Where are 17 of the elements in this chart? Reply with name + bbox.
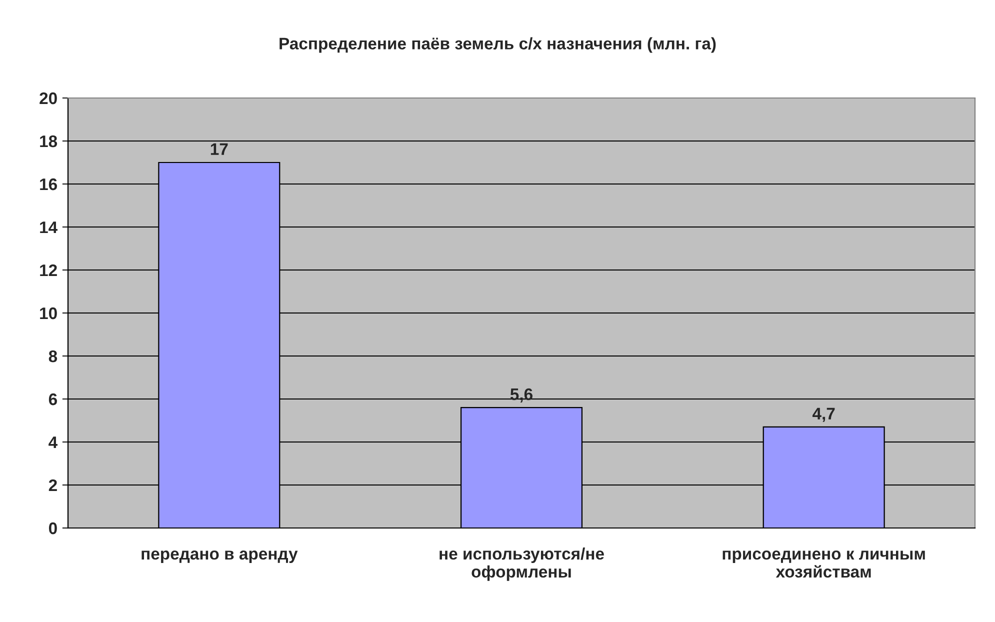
y-tick-label: 10 [40,307,57,320]
y-tick-label: 6 [48,393,57,406]
data-label: 4,7 [812,408,835,422]
y-tick-label: 0 [48,522,57,534]
x-tick-label: присоединено к личным хозяйствам [722,550,925,578]
x-tick-label: передано в аренду [142,550,298,563]
y-tick-label: 18 [40,135,58,148]
y-tick-label: 12 [40,264,57,276]
y-tick-label: 4 [48,436,58,448]
chart-title: Распределение паёв земель с/х назначения (млн. га) [280,37,716,53]
y-tick-label: 8 [48,350,58,362]
y-tick-label: 2 [48,479,57,492]
y-tick-label: 14 [40,222,58,234]
y-tick-label: 20 [40,92,57,104]
data-label: 17 [210,143,228,155]
y-tick-label: 16 [40,178,57,190]
x-tick-label: не используются/не оформлены [440,547,604,581]
